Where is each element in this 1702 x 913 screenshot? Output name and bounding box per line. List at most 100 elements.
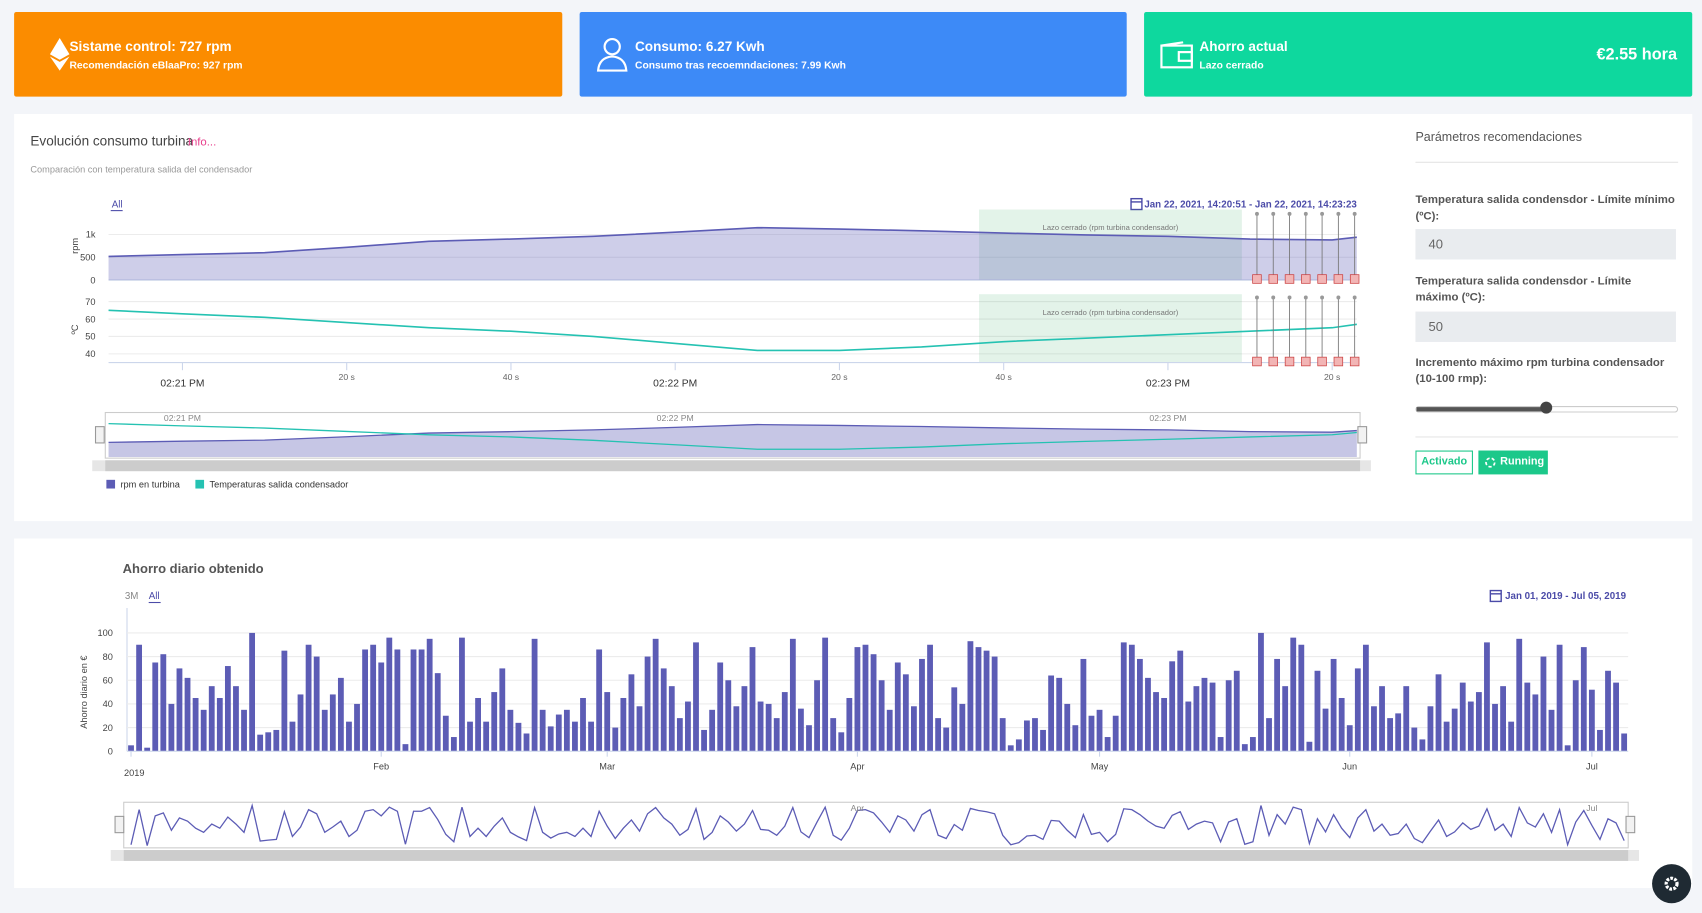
bar [830, 718, 837, 752]
y-tick-label: 100 [97, 628, 112, 638]
range-button[interactable]: All [149, 591, 160, 602]
flag [1268, 274, 1278, 284]
bar [402, 744, 409, 752]
bar [1225, 680, 1232, 752]
bar [927, 644, 933, 752]
flag [1268, 356, 1278, 367]
flag [1349, 356, 1360, 367]
bar [515, 722, 522, 752]
flag [1333, 274, 1344, 284]
bar [265, 732, 272, 752]
panel [14, 538, 1693, 889]
navigator-handle[interactable] [1625, 815, 1636, 834]
flag [1349, 274, 1360, 284]
navigator-line [108, 423, 1357, 444]
bar [531, 638, 538, 752]
navigator-label: Jul [1586, 803, 1597, 813]
bar [192, 697, 199, 752]
bar [838, 732, 845, 752]
bar [919, 658, 925, 752]
scrollbar-thumb[interactable] [123, 850, 1629, 861]
bar [128, 745, 134, 752]
bar [628, 674, 635, 752]
flag-dot [1320, 295, 1325, 300]
button[interactable]: Running [1478, 450, 1548, 475]
bar [693, 642, 699, 752]
bar [216, 697, 223, 752]
bar [1161, 697, 1168, 752]
y-tick-label: 50 [85, 332, 95, 342]
bar [1330, 658, 1337, 752]
chart-title: Evolución consumo turbina [30, 133, 193, 148]
bar [806, 725, 812, 752]
bar [354, 703, 360, 752]
card-ahorro: Ahorro actual Lazo cerrado €2.55 hora [1144, 11, 1693, 97]
x-tick-label: 20 s [339, 372, 356, 382]
flag [1317, 356, 1327, 367]
input[interactable]: 40 [1415, 229, 1676, 260]
bar [1338, 697, 1345, 752]
plot-band-label: Lazo cerrado (rpm turbina condensador) [1043, 308, 1179, 317]
bar [1379, 686, 1385, 752]
flag [1301, 356, 1311, 367]
bar [1548, 709, 1555, 752]
button[interactable]: Activado [1415, 450, 1473, 475]
x-tick-label: 40 s [995, 372, 1012, 382]
bar [1564, 745, 1571, 752]
bar [1597, 729, 1603, 752]
range-button[interactable]: All [112, 199, 123, 210]
navigator-label: 02:21 PM [164, 413, 201, 423]
y-tick-label: 60 [85, 314, 95, 324]
bar [717, 662, 724, 752]
series-line [108, 226, 1357, 258]
bar [378, 662, 385, 752]
bar [168, 703, 175, 752]
y-tick-label: 40 [85, 349, 95, 359]
bar [475, 697, 481, 752]
legend-swatch [195, 479, 205, 489]
bar [1508, 721, 1515, 752]
flag-dot [1287, 211, 1292, 216]
x-tick-label: Jul [1586, 762, 1598, 772]
navigator-handle[interactable] [94, 426, 105, 444]
flag-dot [1255, 295, 1259, 300]
field-label: Incremento máximo rpm turbina condensado… [1415, 356, 1665, 386]
input[interactable]: 50 [1415, 311, 1676, 342]
bar [1475, 692, 1482, 752]
bar [588, 721, 594, 752]
bar [136, 644, 143, 752]
bar [1209, 682, 1216, 752]
bar [709, 709, 716, 752]
legend-label[interactable]: rpm en turbina [120, 479, 180, 489]
slider-handle[interactable] [1540, 401, 1553, 414]
bar [789, 638, 796, 752]
bar [1104, 737, 1111, 752]
info-link[interactable]: Info... [188, 136, 216, 148]
bar [781, 692, 788, 752]
flag-dot [1336, 295, 1341, 300]
bar [1128, 644, 1135, 752]
legend-label[interactable]: Temperaturas salida condensador [209, 479, 348, 489]
flag [1284, 356, 1295, 367]
bar [854, 647, 861, 752]
bar [596, 649, 603, 752]
bar [660, 668, 667, 752]
range-button[interactable]: 3M [125, 591, 139, 602]
chart-title: Ahorro diario obtenido [123, 561, 264, 576]
navigator-handle[interactable] [1357, 426, 1368, 444]
flag [1333, 356, 1344, 367]
navigator-handle[interactable] [114, 815, 125, 834]
y-axis-label: rpm [70, 238, 80, 254]
settings-button[interactable] [1652, 864, 1692, 904]
bar [1403, 686, 1410, 752]
bar [1459, 682, 1466, 752]
x-tick-label: 20 s [831, 372, 848, 382]
bar [547, 726, 554, 752]
plot-band [979, 209, 1242, 281]
bar [1362, 644, 1369, 752]
flag [1317, 274, 1327, 284]
bar [725, 680, 732, 752]
scrollbar-thumb[interactable] [105, 460, 1361, 472]
